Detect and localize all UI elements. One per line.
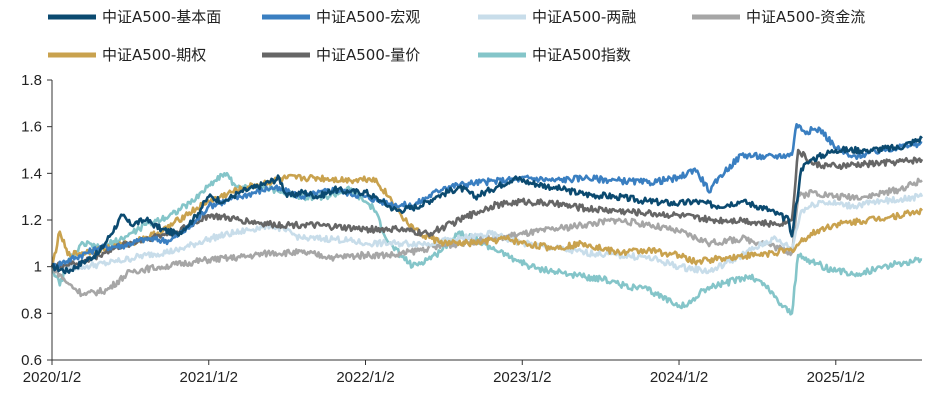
- x-tick-label: 2025/1/2: [807, 369, 865, 386]
- legend-label: 中证A500指数: [532, 46, 631, 64]
- legend-label: 中证A500-资金流: [746, 8, 865, 26]
- series-line-1: [50, 123, 923, 270]
- series-line-5: [51, 148, 924, 269]
- x-tick-label: 2022/1/2: [336, 369, 394, 386]
- x-tick-label: 2021/1/2: [180, 369, 238, 386]
- legend-label: 中证A500-宏观: [316, 8, 420, 26]
- x-tick-label: 2024/1/2: [650, 369, 708, 386]
- series-lines: [50, 123, 924, 316]
- series-line-2: [50, 192, 924, 275]
- y-tick-label: 0.8: [21, 305, 42, 322]
- x-axis: 2020/1/2 2021/1/2 2022/1/2 2023/1/2 2024/1/2…: [23, 360, 865, 386]
- series-line-0: [50, 135, 923, 275]
- x-tick-label: 2023/1/2: [493, 369, 551, 386]
- legend-label: 中证A500-期权: [102, 46, 206, 64]
- y-tick-label: 1.4: [21, 165, 42, 182]
- x-tick-label: 2020/1/2: [23, 369, 81, 386]
- legend: 中证A500-基本面 中证A500-宏观 中证A500-两融 中证A500-资金流中证…: [48, 8, 865, 64]
- legend-label: 中证A500-基本面: [102, 8, 221, 26]
- y-axis: 0.6 0.8 1 1.2 1.4 1.6 1.8: [21, 72, 52, 369]
- series-line-4: [50, 173, 924, 267]
- y-tick-label: 0.6: [21, 352, 42, 369]
- legend-label: 中证A500-两融: [532, 8, 636, 26]
- legend-label: 中证A500-量价: [316, 46, 420, 64]
- series-line-3: [51, 177, 923, 298]
- y-tick-label: 1: [34, 259, 42, 276]
- y-tick-label: 1.6: [21, 119, 42, 136]
- y-tick-label: 1.8: [21, 72, 42, 89]
- y-tick-label: 1.2: [21, 212, 42, 229]
